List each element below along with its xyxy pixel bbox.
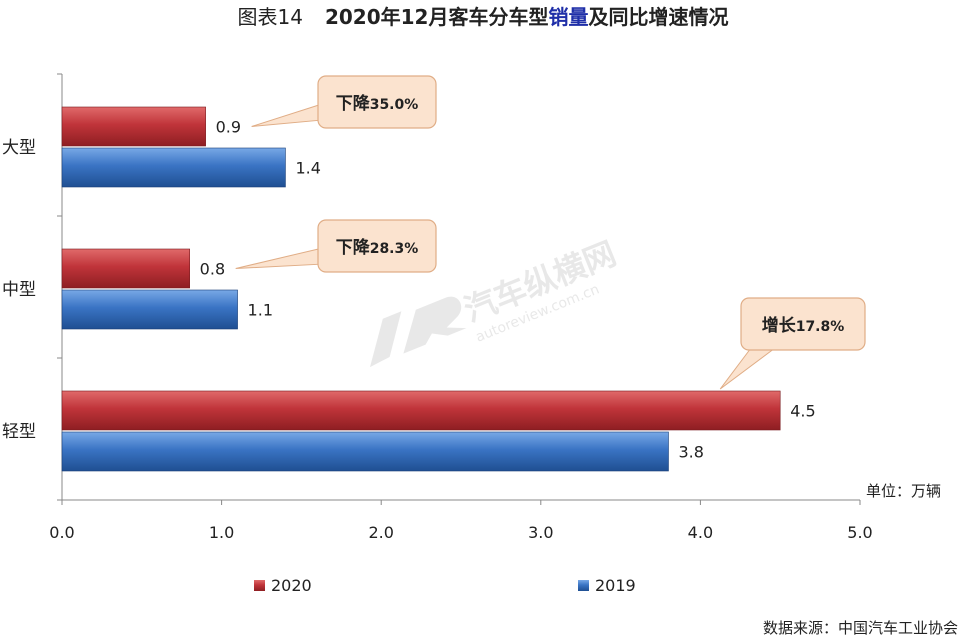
callout-1: 下降28.3% <box>235 219 437 273</box>
callout-box-0 <box>317 75 437 129</box>
value-label-2019-1: 1.1 <box>248 301 273 320</box>
x-tick-label: 2.0 <box>368 523 393 542</box>
legend-label-2020: 2020 <box>271 576 312 595</box>
callout-joint-0 <box>319 103 323 122</box>
x-tick-label: 0.0 <box>49 523 74 542</box>
value-label-2020-1: 0.8 <box>200 260 225 279</box>
value-label-2020-2: 4.5 <box>790 402 815 421</box>
value-label-2020-0: 0.9 <box>216 118 241 137</box>
callout-2: 增长17.8% <box>719 297 866 390</box>
title-main-after: 及同比增速情况 <box>588 5 728 29</box>
legend-item-2020: 2020 <box>254 576 312 595</box>
category-label-0: 大型 <box>2 138 36 158</box>
legend-label-2019: 2019 <box>595 576 636 595</box>
bar-2020-0 <box>61 106 206 147</box>
callout-pointer-2 <box>719 347 777 390</box>
callout-box-2 <box>740 297 866 351</box>
x-tick-label: 1.0 <box>209 523 234 542</box>
value-label-2019-2: 3.8 <box>678 443 703 462</box>
bar-2019-1 <box>61 289 238 330</box>
category-label-2: 轻型 <box>2 422 36 442</box>
bar-2019-2 <box>61 431 669 472</box>
source-note: 数据来源：中国汽车工业协会 <box>763 619 958 637</box>
bar-2020-2 <box>61 390 781 431</box>
x-tick-label: 3.0 <box>528 523 553 542</box>
title-prefix: 图表14 <box>238 5 303 29</box>
watermark-logo-icon <box>369 296 467 368</box>
bars: 0.9 1.4 0.8 1.1 4.5 3.8 <box>61 106 816 472</box>
bar-2020-1 <box>61 248 190 289</box>
callout-text-1: 下降28.3% <box>336 237 419 258</box>
callouts: 下降35.0% 下降28.3% 增长17.8% <box>235 75 866 390</box>
callout-pointer-0 <box>251 103 321 127</box>
callout-joint-1 <box>319 247 323 266</box>
chart-title: 图表14 2020年12月客车分车型销量及同比增速情况 <box>238 5 729 29</box>
category-label-1: 中型 <box>2 280 36 300</box>
legend: 2020 2019 <box>254 576 636 595</box>
callout-0: 下降35.0% <box>251 75 437 129</box>
callout-box-1 <box>317 219 437 273</box>
title-main-before: 2020年12月客车分车型 <box>325 5 549 29</box>
value-label-2019-0: 1.4 <box>295 159 320 178</box>
callout-text-2: 增长17.8% <box>762 315 845 336</box>
title-highlight: 销量 <box>548 5 588 29</box>
unit-label: 单位：万辆 <box>866 482 941 500</box>
x-axis-ticks: 0.0 1.0 2.0 3.0 4.0 5.0 <box>49 500 873 542</box>
legend-item-2019: 2019 <box>578 576 636 595</box>
bar-2019-0 <box>61 147 286 188</box>
legend-swatch-2019 <box>578 580 589 591</box>
x-tick-label: 4.0 <box>688 523 713 542</box>
callout-text-0: 下降35.0% <box>336 93 419 114</box>
callout-pointer-1 <box>235 247 321 269</box>
y-axis-ticks <box>57 73 62 501</box>
x-tick-label: 5.0 <box>847 523 872 542</box>
legend-swatch-2020 <box>254 580 265 591</box>
